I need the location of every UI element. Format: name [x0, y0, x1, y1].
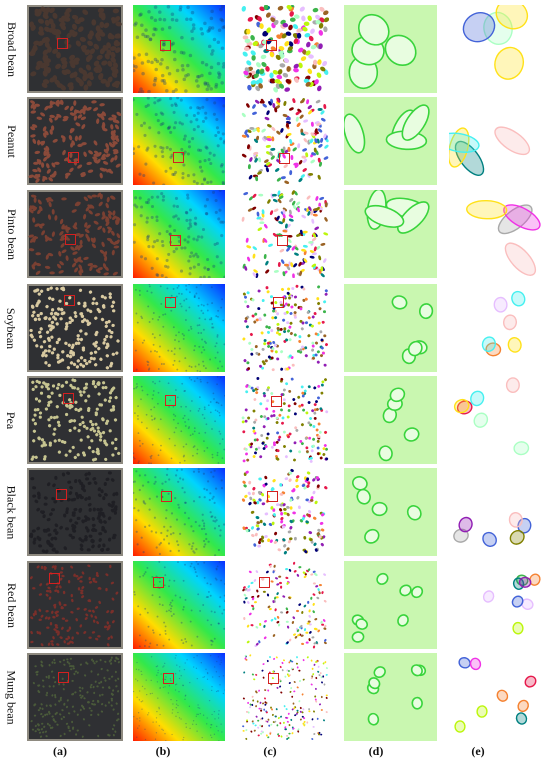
row-label: Soybean: [0, 284, 22, 372]
photo-panel: [27, 97, 123, 185]
column-label: (b): [155, 744, 171, 758]
zoom-region-box: [161, 491, 172, 502]
photo-panel: [27, 284, 123, 372]
zoom-region-box: [56, 489, 67, 500]
zoom-region-box: [259, 577, 270, 588]
row-label: Pinto bean: [0, 190, 22, 278]
zoom-region-box: [165, 395, 176, 406]
zoom-detection-panel: [344, 5, 437, 93]
segmentation-panel: [241, 97, 329, 185]
segmentation-panel: [241, 190, 329, 278]
row-label-text: Pinto bean: [4, 208, 19, 260]
zoom-detection-panel: [344, 284, 437, 372]
density-map-panel: [133, 97, 225, 185]
zoom-instance-panel: [449, 97, 546, 185]
zoom-region-box: [279, 153, 290, 164]
segmentation-panel: [241, 468, 329, 556]
zoom-detection-panel: [344, 376, 437, 464]
zoom-region-box: [266, 40, 277, 51]
zoom-instance-panel: [449, 284, 546, 372]
segmentation-panel: [241, 653, 329, 741]
zoom-detection-panel: [344, 190, 437, 278]
row-label-text: Soybean: [4, 307, 19, 349]
zoom-region-box: [173, 152, 184, 163]
zoom-detection-panel: [344, 97, 437, 185]
density-map-panel: [133, 190, 225, 278]
zoom-region-box: [57, 38, 68, 49]
photo-panel: [27, 376, 123, 464]
zoom-region-box: [267, 491, 278, 502]
photo-panel: [27, 653, 123, 741]
row-label-text: Pea: [4, 411, 19, 429]
zoom-region-box: [170, 235, 181, 246]
zoom-region-box: [271, 396, 282, 407]
segmentation-panel: [241, 284, 329, 372]
zoom-instance-panel: [449, 468, 546, 556]
zoom-region-box: [65, 234, 76, 245]
row-label-text: Red bean: [4, 582, 19, 628]
row-label-text: Mung bean: [4, 669, 19, 725]
zoom-region-box: [277, 235, 288, 246]
column-label: (e): [471, 744, 485, 758]
column-label: (c): [263, 744, 277, 758]
zoom-region-box: [64, 295, 75, 306]
row-label-text: Black bean: [4, 485, 19, 539]
zoom-instance-panel: [449, 190, 546, 278]
photo-panel: [27, 561, 123, 649]
row-label: Red bean: [0, 561, 22, 649]
density-map-panel: [133, 5, 225, 93]
row-label: Pea: [0, 376, 22, 464]
row-label: Black bean: [0, 468, 22, 556]
photo-panel: [27, 5, 123, 93]
row-label: Mung bean: [0, 653, 22, 741]
zoom-region-box: [68, 152, 79, 163]
density-map-panel: [133, 284, 225, 372]
zoom-instance-panel: [449, 653, 546, 741]
row-label-text: Broad bean: [4, 21, 19, 77]
density-map-panel: [133, 561, 225, 649]
row-label: Peanut: [0, 97, 22, 185]
zoom-detection-panel: [344, 561, 437, 649]
column-label: (d): [368, 744, 384, 758]
zoom-detection-panel: [344, 468, 437, 556]
zoom-instance-panel: [449, 561, 546, 649]
zoom-region-box: [165, 297, 176, 308]
segmentation-panel: [241, 376, 329, 464]
zoom-region-box: [160, 40, 171, 51]
column-label: (a): [53, 744, 67, 758]
zoom-instance-panel: [449, 376, 546, 464]
segmentation-panel: [241, 5, 329, 93]
row-label: Broad bean: [0, 5, 22, 93]
zoom-region-box: [268, 673, 279, 684]
density-map-panel: [133, 653, 225, 741]
zoom-region-box: [63, 393, 74, 404]
zoom-region-box: [153, 577, 164, 588]
density-map-panel: [133, 376, 225, 464]
row-label-text: Peanut: [4, 124, 19, 158]
zoom-region-box: [273, 297, 284, 308]
zoom-region-box: [58, 672, 69, 683]
segmentation-panel: [241, 561, 329, 649]
zoom-region-box: [49, 573, 60, 584]
photo-panel: [27, 468, 123, 556]
density-map-panel: [133, 468, 225, 556]
zoom-instance-panel: [449, 5, 546, 93]
zoom-detection-panel: [344, 653, 437, 741]
zoom-region-box: [163, 673, 174, 684]
